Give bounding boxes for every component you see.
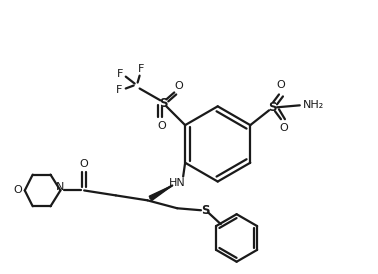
Text: NH₂: NH₂ — [303, 100, 324, 110]
Text: HN: HN — [169, 178, 186, 187]
Text: F: F — [116, 69, 123, 79]
Text: S: S — [201, 204, 209, 217]
Text: S: S — [159, 97, 167, 110]
Text: O: O — [157, 121, 166, 131]
Text: F: F — [137, 64, 144, 74]
Text: F: F — [116, 85, 122, 95]
Polygon shape — [149, 185, 172, 201]
Text: O: O — [14, 185, 22, 195]
Text: O: O — [80, 159, 88, 169]
Text: S: S — [268, 101, 276, 114]
Text: O: O — [175, 81, 184, 90]
Text: O: O — [280, 123, 288, 133]
Text: N: N — [56, 182, 65, 192]
Text: O: O — [277, 79, 285, 90]
